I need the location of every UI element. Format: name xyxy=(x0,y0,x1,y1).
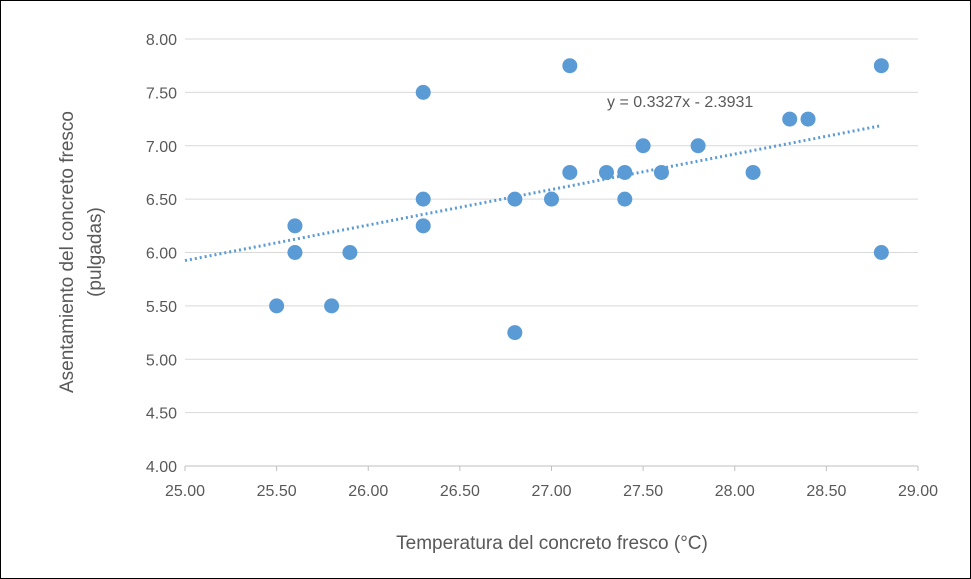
data-point xyxy=(690,138,706,154)
x-tick-label: 25.50 xyxy=(257,483,297,500)
x-tick-label: 28.00 xyxy=(715,483,755,500)
data-point xyxy=(324,298,340,314)
y-tick-label: 5.00 xyxy=(146,352,177,369)
data-point xyxy=(617,191,633,207)
point-layer xyxy=(269,58,889,341)
y-tick-label: 6.00 xyxy=(146,246,177,263)
data-point xyxy=(507,191,523,207)
data-point xyxy=(800,111,816,127)
data-point xyxy=(415,218,431,234)
x-tick-label: 28.50 xyxy=(806,483,846,500)
data-point xyxy=(873,58,889,74)
y-tick-label: 4.00 xyxy=(146,459,177,476)
y-tick-label: 7.50 xyxy=(146,85,177,102)
x-tick-label: 26.50 xyxy=(440,483,480,500)
data-point xyxy=(544,191,559,207)
data-point xyxy=(562,164,578,180)
data-point xyxy=(415,84,431,100)
y-tick-label: 7.00 xyxy=(146,139,177,156)
x-tick-label: 29.00 xyxy=(898,483,938,500)
data-point xyxy=(415,191,431,207)
data-point xyxy=(782,111,798,127)
data-point xyxy=(562,58,578,74)
x-tick-label: 26.00 xyxy=(348,483,388,500)
x-tick-label: 27.50 xyxy=(623,483,663,500)
data-point xyxy=(598,164,614,180)
data-point xyxy=(287,218,303,234)
data-point xyxy=(617,164,633,180)
trendline xyxy=(184,124,882,263)
x-axis-title: Temperatura del concreto fresco (°C) xyxy=(396,533,708,554)
data-point xyxy=(653,164,669,180)
y-tick-label: 5.50 xyxy=(146,299,177,316)
x-tick-label: 27.00 xyxy=(531,483,571,500)
x-tick-label: 25.00 xyxy=(165,483,205,500)
data-point xyxy=(745,164,761,180)
y-axis-title-line-2: (pulgadas) xyxy=(85,207,106,297)
y-tick-label: 8.00 xyxy=(146,32,177,49)
data-point xyxy=(507,325,523,341)
trendline-equation: y = 0.3327x - 2.3931 xyxy=(607,94,753,111)
data-point xyxy=(635,138,651,154)
data-point xyxy=(287,245,303,260)
axis-layer: 4.00 4.50 5.00 5.50 6.00 6.50 7.00 7.50 8.00 25.0… xyxy=(146,32,938,500)
data-point xyxy=(269,298,285,314)
y-tick-label: 4.50 xyxy=(146,406,177,423)
trend-layer xyxy=(184,124,882,263)
y-tick-label: 6.50 xyxy=(146,192,177,209)
data-point xyxy=(873,245,889,260)
data-point xyxy=(342,245,358,260)
y-axis-title-line-1: Asentamiento del concreto fresco xyxy=(57,111,78,393)
